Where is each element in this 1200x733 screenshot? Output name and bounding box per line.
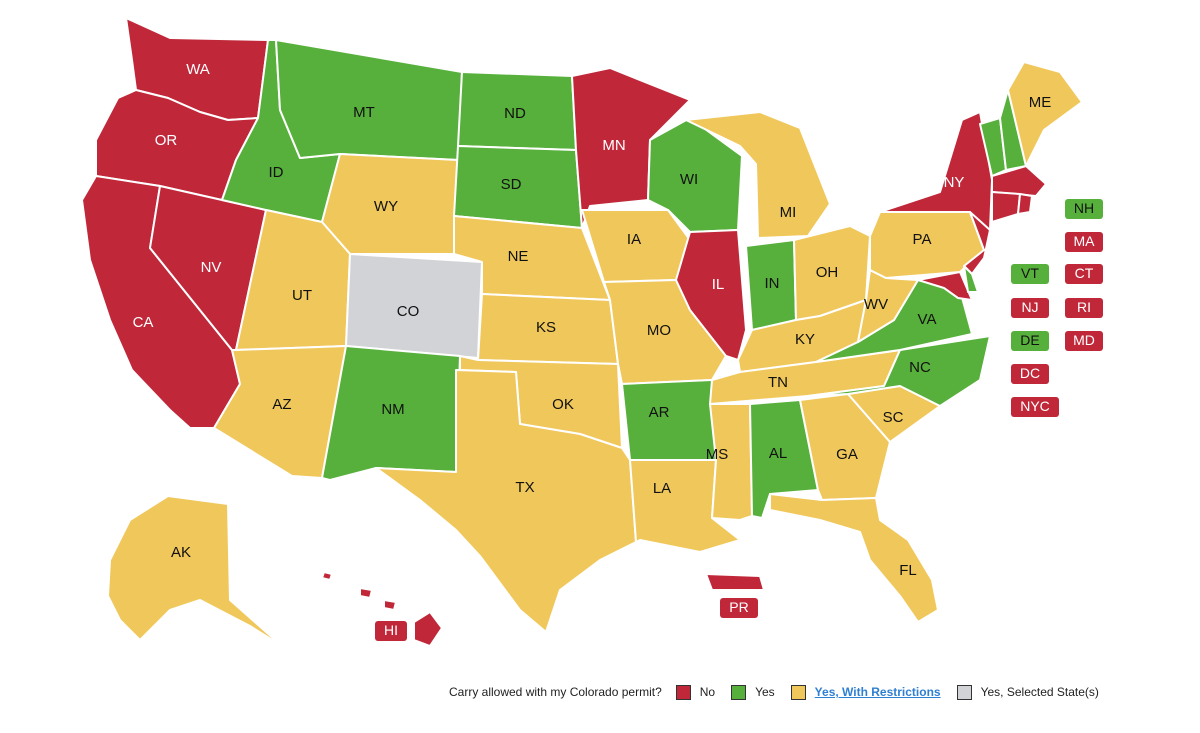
label-KS: KS xyxy=(536,319,556,336)
badge-label-DE: DE xyxy=(1020,332,1039,348)
legend-item-selected: Yes, Selected State(s) xyxy=(956,684,1099,700)
label-WV: WV xyxy=(864,296,888,313)
label-NE: NE xyxy=(508,248,529,265)
legend-swatch-yes xyxy=(731,684,747,700)
legend-item-yes: Yes xyxy=(731,684,775,700)
label-MO: MO xyxy=(647,322,671,339)
label-LA: LA xyxy=(653,480,671,497)
state-MD[interactable] xyxy=(917,271,973,301)
label-ND: ND xyxy=(504,105,526,122)
label-NM: NM xyxy=(381,401,404,418)
badge-label-RI: RI xyxy=(1077,299,1091,315)
badge-CT[interactable]: CT xyxy=(1065,264,1103,284)
badge-label-VT: VT xyxy=(1021,265,1039,281)
badge-label-CT: CT xyxy=(1075,265,1094,281)
label-MI: MI xyxy=(780,204,797,221)
label-TN: TN xyxy=(768,374,788,391)
badge-RI[interactable]: RI xyxy=(1065,298,1103,318)
state-RI[interactable] xyxy=(1017,193,1033,215)
badge-label-PR: PR xyxy=(729,599,748,615)
badge-label-NYC: NYC xyxy=(1020,398,1050,414)
label-MT: MT xyxy=(353,104,375,121)
legend-item-restricted[interactable]: Yes, With Restrictions xyxy=(790,684,941,700)
badge-DC[interactable]: DC xyxy=(1011,364,1049,384)
label-CO: CO xyxy=(397,303,420,320)
state-FL[interactable] xyxy=(769,493,939,623)
badge-label-NJ: NJ xyxy=(1021,299,1038,315)
legend-swatch-restricted xyxy=(790,684,806,700)
legend-label-no: No xyxy=(699,685,716,699)
state-AK[interactable] xyxy=(107,495,283,647)
label-ID: ID xyxy=(269,164,284,181)
badge-NJ[interactable]: NJ xyxy=(1011,298,1049,318)
label-VA: VA xyxy=(918,311,937,328)
badge-NH[interactable]: NH xyxy=(1065,199,1103,219)
state-WY[interactable] xyxy=(321,153,459,255)
state-CT[interactable] xyxy=(991,191,1021,223)
label-KY: KY xyxy=(795,331,815,348)
label-MS: MS xyxy=(706,446,729,463)
legend-label-yes: Yes xyxy=(755,685,775,699)
state-PR[interactable] xyxy=(705,573,765,591)
legend: Carry allowed with my Colorado permit? N… xyxy=(449,683,1115,701)
label-IN: IN xyxy=(765,275,780,292)
label-PA: PA xyxy=(913,231,932,248)
state-IL[interactable] xyxy=(675,229,747,361)
label-WY: WY xyxy=(374,198,398,215)
label-NY: NY xyxy=(944,174,965,191)
label-SD: SD xyxy=(501,176,522,193)
label-SC: SC xyxy=(883,409,904,426)
badge-NYC[interactable]: NYC xyxy=(1011,397,1059,417)
label-GA: GA xyxy=(836,446,858,463)
label-OH: OH xyxy=(816,264,839,281)
badge-label-MD: MD xyxy=(1073,332,1095,348)
badge-MD[interactable]: MD xyxy=(1065,331,1103,351)
badge-label-DC: DC xyxy=(1020,365,1040,381)
state-MT[interactable] xyxy=(275,39,463,161)
label-AK: AK xyxy=(171,544,191,561)
state-NC[interactable] xyxy=(807,335,991,407)
legend-item-no: No xyxy=(675,684,716,700)
label-UT: UT xyxy=(292,287,312,304)
badge-HI[interactable]: HI xyxy=(375,621,407,641)
label-WA: WA xyxy=(186,61,210,78)
legend-label-selected: Yes, Selected State(s) xyxy=(980,685,1099,699)
label-NV: NV xyxy=(201,259,222,276)
badge-PR[interactable]: PR xyxy=(720,598,758,618)
label-IA: IA xyxy=(627,231,641,248)
badge-label-NH: NH xyxy=(1074,200,1094,216)
badge-label-HI: HI xyxy=(384,622,398,638)
label-FL: FL xyxy=(899,562,917,579)
label-OR: OR xyxy=(155,132,178,149)
label-AR: AR xyxy=(649,404,670,421)
state-MA[interactable] xyxy=(991,165,1047,197)
badge-DE[interactable]: DE xyxy=(1011,331,1049,351)
label-NC: NC xyxy=(909,359,931,376)
label-ME: ME xyxy=(1029,94,1052,111)
restrictions-link[interactable]: Yes, With Restrictions xyxy=(814,685,941,699)
label-OK: OK xyxy=(552,396,574,413)
legend-question: Carry allowed with my Colorado permit? xyxy=(449,685,662,699)
state-HI[interactable] xyxy=(321,571,443,647)
label-WI: WI xyxy=(680,171,698,188)
legend-swatch-selected xyxy=(956,684,972,700)
label-IL: IL xyxy=(712,276,725,293)
label-AZ: AZ xyxy=(272,396,291,413)
label-AL: AL xyxy=(769,445,787,462)
state-TX[interactable] xyxy=(375,369,637,633)
label-TX: TX xyxy=(515,479,534,496)
label-CA: CA xyxy=(133,314,154,331)
badge-MA[interactable]: MA xyxy=(1065,232,1103,252)
state-DE[interactable] xyxy=(963,265,979,293)
legend-swatch-no xyxy=(675,684,691,700)
badge-label-MA: MA xyxy=(1074,233,1096,249)
label-MN: MN xyxy=(602,137,625,154)
badge-VT[interactable]: VT xyxy=(1011,264,1049,284)
